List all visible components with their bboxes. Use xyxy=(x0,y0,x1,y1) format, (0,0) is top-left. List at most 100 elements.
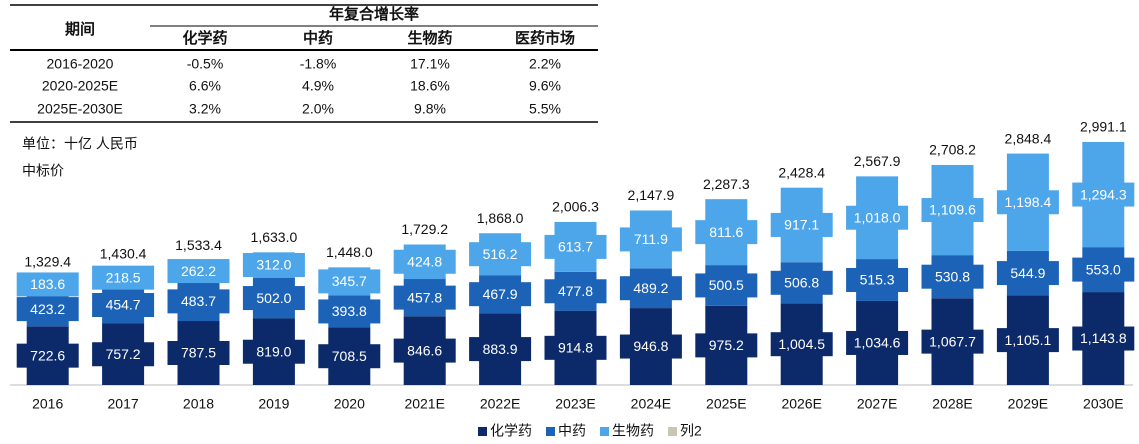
table-cell: -1.8% xyxy=(300,56,337,72)
label-box xyxy=(242,339,305,364)
label-box xyxy=(393,338,456,363)
x-tick-label: 2025E xyxy=(706,396,746,412)
label-box xyxy=(996,261,1059,286)
label-box xyxy=(393,249,456,274)
value-label: 345.7 xyxy=(332,273,367,289)
label-box xyxy=(996,328,1059,353)
label-box xyxy=(770,332,833,357)
value-label: 708.5 xyxy=(332,348,367,364)
value-label: 467.9 xyxy=(483,286,518,302)
value-label: 516.2 xyxy=(483,246,518,262)
table-column-header: 生物药 xyxy=(407,29,452,47)
label-box xyxy=(242,252,305,277)
total-label: 2,848.4 xyxy=(1005,130,1052,146)
label-box xyxy=(469,282,532,307)
table-header: 年复合增长率 xyxy=(329,5,419,23)
x-tick-label: 2022E xyxy=(480,396,520,412)
label-box xyxy=(544,335,607,360)
legend-swatch xyxy=(600,427,609,436)
x-tick-label: 2024E xyxy=(631,396,671,412)
table-cell: 2.2% xyxy=(529,56,561,72)
label-box xyxy=(544,234,607,259)
value-label: 819.0 xyxy=(256,343,291,359)
value-label: 502.0 xyxy=(256,290,291,306)
table-cell: 6.6% xyxy=(189,78,221,94)
label-box xyxy=(318,344,381,369)
value-label: 757.2 xyxy=(106,346,141,362)
label-box xyxy=(318,299,381,324)
total-label: 2,567.9 xyxy=(854,153,901,169)
value-label: 515.3 xyxy=(860,272,895,288)
total-label: 1,533.4 xyxy=(175,237,222,253)
label-box xyxy=(619,334,682,359)
value-label: 424.8 xyxy=(407,253,442,269)
value-label: 553.0 xyxy=(1086,261,1121,277)
value-label: 506.8 xyxy=(784,274,819,290)
table-cell: 9.6% xyxy=(529,78,561,94)
value-label: 846.6 xyxy=(407,342,442,358)
label-box xyxy=(16,343,79,368)
total-label: 2,147.9 xyxy=(628,187,675,203)
value-label: 787.5 xyxy=(181,345,216,361)
total-label: 2,991.1 xyxy=(1080,119,1127,135)
label-box xyxy=(695,333,758,358)
table-cell: -0.5% xyxy=(187,56,224,72)
x-tick-label: 2018 xyxy=(183,396,214,412)
note: 单位：十亿 人民币 xyxy=(22,136,138,152)
label-box xyxy=(393,285,456,310)
total-label: 1,729.2 xyxy=(401,221,448,237)
label-box xyxy=(846,268,909,293)
table-cell: 2.0% xyxy=(302,101,334,117)
table-column-header: 中药 xyxy=(303,29,333,47)
total-label: 2,006.3 xyxy=(552,199,599,215)
label-box xyxy=(921,264,984,289)
label-box xyxy=(92,265,155,290)
label-box xyxy=(846,205,909,230)
value-label: 1,198.4 xyxy=(1005,194,1052,210)
x-tick-label: 2017 xyxy=(108,396,139,412)
value-label: 477.8 xyxy=(558,283,593,299)
value-label: 1,294.3 xyxy=(1080,186,1127,202)
label-box xyxy=(1072,257,1135,282)
label-box xyxy=(469,242,532,267)
table-cell: 2016-2020 xyxy=(47,56,114,72)
value-label: 262.2 xyxy=(181,263,216,279)
note: 中标价 xyxy=(22,163,64,179)
legend-swatch xyxy=(546,427,555,436)
value-label: 1,143.8 xyxy=(1080,330,1127,346)
value-label: 722.6 xyxy=(30,347,65,363)
value-label: 975.2 xyxy=(709,337,744,353)
label-box xyxy=(846,330,909,355)
label-box xyxy=(695,220,758,245)
x-tick-label: 2019 xyxy=(258,396,289,412)
value-label: 1,105.1 xyxy=(1005,332,1052,348)
label-box xyxy=(16,297,79,322)
table-cell: 5.5% xyxy=(529,101,561,117)
x-tick-label: 2027E xyxy=(857,396,897,412)
table-cell: 2025E-2030E xyxy=(37,101,123,117)
table xyxy=(10,4,598,123)
total-label: 1,448.0 xyxy=(326,244,373,260)
label-box xyxy=(1072,326,1135,351)
table-cell: 17.1% xyxy=(410,56,450,72)
value-label: 711.9 xyxy=(634,231,668,247)
value-label: 489.2 xyxy=(633,280,668,296)
label-box xyxy=(544,279,607,304)
table-cell: 9.8% xyxy=(414,101,446,117)
value-label: 1,018.0 xyxy=(854,209,901,225)
table-cell: 2020-2025E xyxy=(42,78,118,94)
value-label: 883.9 xyxy=(483,341,518,357)
x-tick-label: 2026E xyxy=(781,396,821,412)
label-box xyxy=(92,293,155,318)
legend-label: 列2 xyxy=(680,423,702,439)
x-tick-label: 2021E xyxy=(404,396,444,412)
value-label: 1,067.7 xyxy=(929,333,976,349)
value-label: 1,004.5 xyxy=(778,336,825,352)
label-box xyxy=(619,276,682,301)
value-label: 1,034.6 xyxy=(854,335,901,351)
value-label: 946.8 xyxy=(633,338,668,354)
label-box xyxy=(695,273,758,298)
label-box xyxy=(770,270,833,295)
legend-label: 化学药 xyxy=(490,423,532,439)
